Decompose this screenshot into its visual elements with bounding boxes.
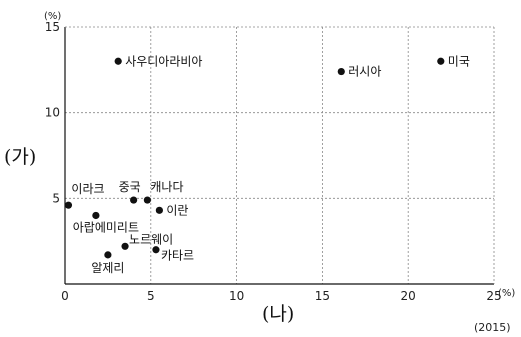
- data-point: [64, 201, 73, 209]
- point-label: 이라크: [71, 182, 104, 196]
- data-point: [143, 196, 151, 204]
- data-point: [104, 251, 112, 259]
- axes-layer: [64, 26, 495, 285]
- data-point: [92, 211, 100, 220]
- y-tick-label: 15: [45, 20, 60, 34]
- x-tick-label: 0: [61, 289, 69, 303]
- data-point: [121, 242, 129, 250]
- grid-layer: [65, 27, 494, 284]
- x-tick-label: 25: [486, 289, 501, 303]
- point-label: 알제리: [91, 261, 124, 275]
- year-label: (2015): [474, 321, 511, 334]
- x-tick-label: 20: [401, 289, 416, 303]
- x-tick-label: 5: [147, 289, 155, 303]
- x-axis-unit: (%): [498, 288, 515, 299]
- data-point: [130, 196, 138, 204]
- point-label: 카타르: [161, 249, 194, 263]
- y-tick-label: 5: [52, 191, 60, 205]
- data-point: [114, 57, 122, 65]
- data-points: [64, 57, 445, 259]
- y-axis-unit: (%): [44, 11, 61, 22]
- point-label: 캐나다: [150, 180, 183, 194]
- point-label: 이란: [166, 203, 188, 217]
- data-point: [337, 67, 345, 76]
- x-tick-label: 15: [315, 289, 330, 303]
- point-label: 노르웨이: [129, 232, 173, 246]
- data-point: [155, 206, 163, 214]
- data-point: [437, 57, 445, 65]
- tick-labels: 0 5 10 15 20 25 5 10 15: [45, 20, 502, 303]
- point-label: 중국: [119, 180, 141, 194]
- y-tick-label: 10: [45, 106, 60, 120]
- x-axis-title: (나): [262, 303, 294, 325]
- point-label: 러시아: [348, 65, 381, 79]
- point-label: 아랍에미리트: [73, 220, 139, 234]
- point-label: 미국: [448, 54, 470, 68]
- y-axis-title: (가): [4, 146, 36, 168]
- x-tick-label: 10: [229, 289, 244, 303]
- data-point: [152, 246, 160, 254]
- point-label: 사우디아라비아: [125, 54, 202, 68]
